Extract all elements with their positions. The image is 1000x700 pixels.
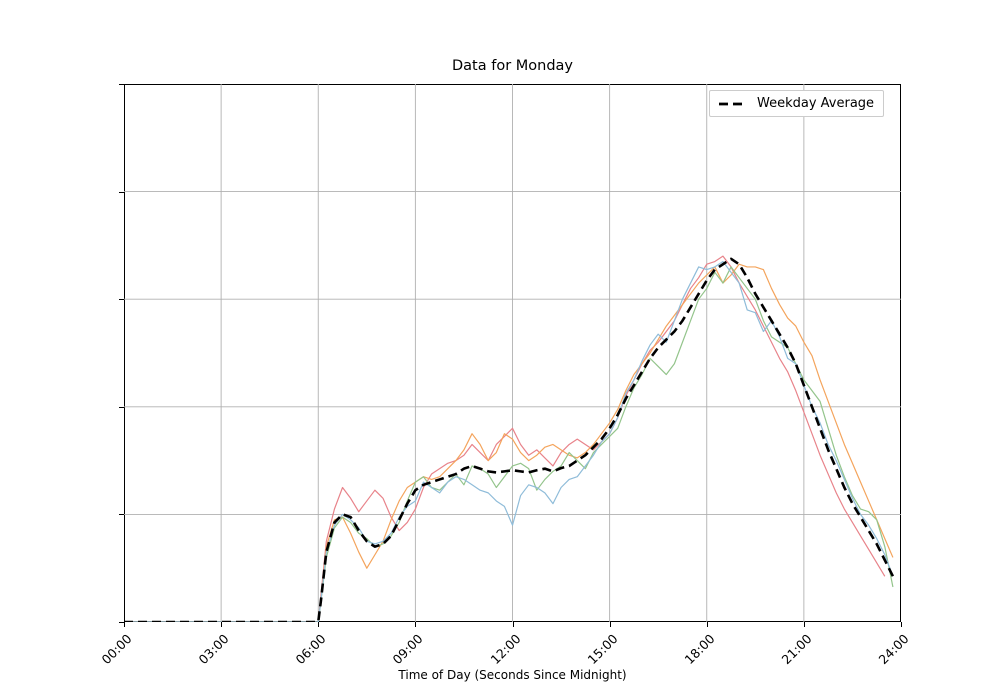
y-tick-mark	[119, 406, 124, 408]
legend-label: Weekday Average	[757, 96, 875, 111]
y-tick-mark	[119, 84, 124, 85]
x-tick-mark	[124, 622, 125, 627]
x-tick-mark	[803, 622, 805, 627]
chart-title: Data for Monday	[451, 58, 574, 74]
y-tick-mark	[119, 622, 124, 623]
y-tick-mark	[119, 299, 124, 301]
gridlines	[124, 84, 901, 622]
y-tick-mark	[119, 191, 124, 193]
x-axis-label: Time of Day (Seconds Since Midnight)	[398, 668, 627, 682]
plot-area	[124, 84, 901, 622]
x-tick-mark	[318, 622, 320, 627]
x-tick-mark	[901, 622, 902, 627]
x-tick-mark	[609, 622, 611, 627]
x-tick-mark	[512, 622, 514, 627]
legend-line-swatch	[719, 102, 747, 105]
x-tick-mark	[415, 622, 417, 627]
y-tick-mark	[119, 514, 124, 516]
series-lines	[124, 255, 895, 622]
x-tick-mark	[706, 622, 708, 627]
x-tick-mark	[221, 622, 223, 627]
legend: Weekday Average	[709, 90, 885, 117]
